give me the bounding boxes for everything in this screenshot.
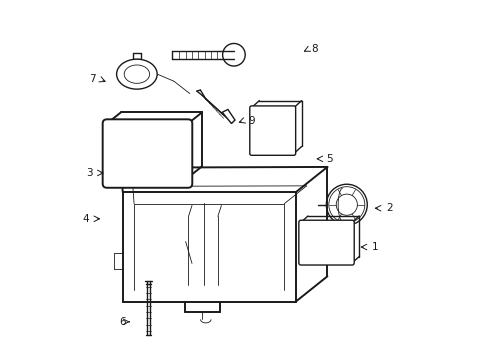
Text: 3: 3 [86,168,92,178]
Text: 8: 8 [311,45,318,54]
FancyBboxPatch shape [249,106,295,155]
Ellipse shape [116,59,157,89]
FancyBboxPatch shape [298,220,353,265]
Text: 2: 2 [385,203,392,213]
Text: 5: 5 [325,154,332,164]
Text: 1: 1 [371,242,378,252]
Text: 6: 6 [119,317,126,327]
Ellipse shape [124,65,149,83]
Polygon shape [222,109,235,123]
Text: 4: 4 [82,214,89,224]
FancyBboxPatch shape [102,119,192,188]
Text: 7: 7 [89,75,95,85]
Text: 9: 9 [248,116,254,126]
